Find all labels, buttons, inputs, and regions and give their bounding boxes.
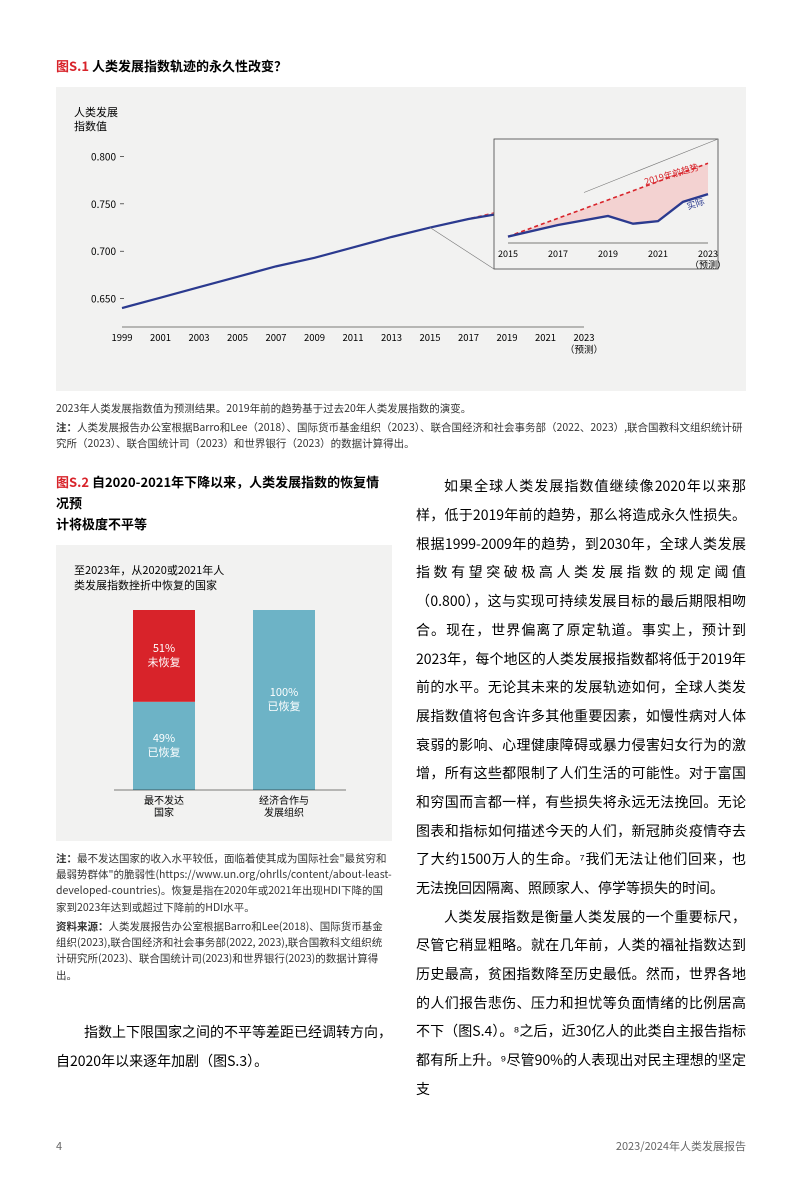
svg-text:2015: 2015: [498, 247, 518, 260]
svg-text:2021: 2021: [648, 247, 668, 260]
svg-text:2019: 2019: [496, 330, 517, 344]
svg-text:0.650: 0.650: [91, 291, 116, 306]
svg-text:0.750: 0.750: [91, 196, 116, 211]
fn2-text: 人类发展报告办公室根据Barro和Lee（2018）、国际货币基金组织（2023…: [56, 420, 743, 451]
svg-text:0.700: 0.700: [91, 244, 116, 259]
svg-text:2001: 2001: [150, 330, 171, 344]
figure-s2-num: 图S.2: [56, 472, 89, 491]
figure-s2-text-l2: 计将极度不平等: [56, 514, 147, 533]
bar-chart-svg: 51%未恢复49%已恢复100%已恢复最不发达国家经济合作与发展组织: [74, 594, 374, 824]
svg-text:2019: 2019: [598, 247, 618, 260]
body-para-2: 人类发展指数是衡量人类发展的一个重要标尺，尽管它稍显粗略。就在几年前，人类的福祉…: [416, 903, 746, 1104]
figure-s2-chart: 至2023年，从2020或2021年人 类发展指数挫折中恢复的国家 51%未恢复…: [56, 545, 392, 841]
svg-text:国家: 国家: [154, 804, 174, 819]
figure-s1-footnote2: 注：人类发展报告办公室根据Barro和Lee（2018）、国际货币基金组织（20…: [56, 420, 746, 453]
svg-text:2017: 2017: [458, 330, 479, 344]
chart-s1-ylabel: 人类发展 指数值: [74, 105, 728, 134]
svg-text:0.800: 0.800: [91, 149, 116, 164]
svg-text:2003: 2003: [188, 330, 209, 344]
svg-text:2015: 2015: [419, 330, 440, 344]
report-title: 2023/2024年人类发展报告: [616, 1138, 746, 1156]
svg-text:2007: 2007: [265, 330, 286, 344]
chart-s2-ylabel: 至2023年，从2020或2021年人 类发展指数挫折中恢复的国家: [74, 563, 374, 594]
svg-text:2021: 2021: [535, 330, 556, 344]
svg-text:2013: 2013: [381, 330, 402, 344]
svg-text:已恢复: 已恢复: [148, 743, 181, 759]
line-chart-svg: 0.800 0.750 0.700 0.650 1999 2001 2003 2005 2007…: [74, 133, 728, 363]
svg-text:已恢复: 已恢复: [268, 698, 301, 714]
body-left-para: 指数上下限国家之间的不平等差距已经调转方向，自2020年以来逐年加剧（图S.3）…: [56, 1018, 392, 1075]
figure-s1-text: 人类发展指数轨迹的永久性改变？: [92, 56, 287, 75]
figure-s1-chart: 人类发展 指数值 0.800 0.750 0.700 0.650 1999 2001 200…: [56, 87, 746, 391]
figure-s1-num: 图S.1: [56, 56, 89, 75]
figure-s1-title: 图S.1 人类发展指数轨迹的永久性改变？: [56, 56, 746, 77]
figure-s1-footnote1: 2023年人类发展指数值为预测结果。2019年前的趋势基于过去20年人类发展指数…: [56, 401, 746, 417]
page-number: 4: [56, 1138, 62, 1156]
body-para-1: 如果全球人类发展指数值继续像2020年以来那样，低于2019年前的趋势，那么将造…: [416, 472, 746, 902]
figure-s2-footnote2: 资料来源：人类发展报告办公室根据Barro和Lee(2018)、国际货币基金组织…: [56, 919, 392, 984]
svg-text:发展组织: 发展组织: [264, 804, 304, 819]
page-footer: 4 2023/2024年人类发展报告: [56, 1138, 746, 1156]
figure-s2-text-l1: 自2020-2021年下降以来，人类发展指数的恢复情况预: [56, 472, 379, 512]
svg-text:2011: 2011: [342, 330, 363, 344]
svg-text:1999: 1999: [111, 330, 132, 344]
svg-text:2005: 2005: [227, 330, 248, 344]
svg-text:（预测）: （预测）: [565, 342, 603, 356]
svg-text:（预测）: （预测）: [690, 258, 726, 271]
svg-text:2017: 2017: [548, 247, 568, 260]
figure-s2-title: 图S.2 自2020-2021年下降以来，人类发展指数的恢复情况预 计将极度不平…: [56, 472, 392, 534]
svg-text:2009: 2009: [304, 330, 325, 344]
svg-text:未恢复: 未恢复: [148, 653, 181, 669]
figure-s2-footnote1: 注：最不发达国家的收入水平较低，面临着使其成为国际社会"最贫穷和最弱势群体"的脆…: [56, 851, 392, 916]
